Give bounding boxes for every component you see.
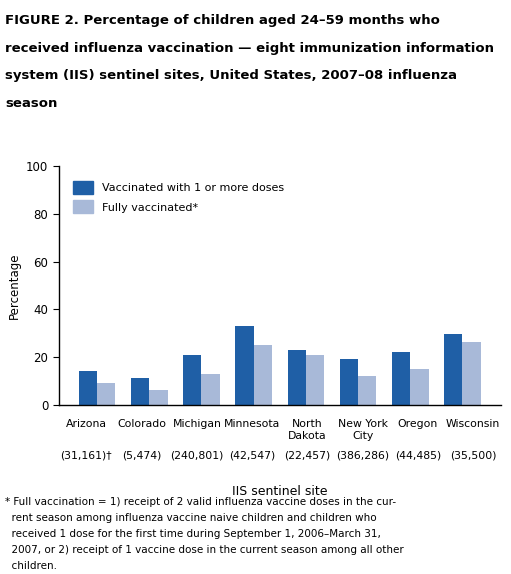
Legend: Vaccinated with 1 or more doses, Fully vaccinated*: Vaccinated with 1 or more doses, Fully v… <box>64 172 293 222</box>
Text: Oregon: Oregon <box>398 419 438 429</box>
Text: Colorado: Colorado <box>117 419 166 429</box>
Text: Wisconsin: Wisconsin <box>446 419 500 429</box>
Bar <box>236 326 253 405</box>
Text: (386,286): (386,286) <box>336 451 389 460</box>
Bar <box>358 376 376 405</box>
Text: Minnesota: Minnesota <box>224 419 280 429</box>
Bar <box>392 352 410 405</box>
Bar <box>306 355 324 405</box>
Bar <box>201 374 220 405</box>
Text: (44,485): (44,485) <box>395 451 441 460</box>
Text: North
Dakota: North Dakota <box>288 419 327 441</box>
Text: rent season among influenza vaccine naive children and children who: rent season among influenza vaccine naiv… <box>5 513 377 522</box>
Bar <box>410 369 429 405</box>
Text: IIS sentinel site: IIS sentinel site <box>232 485 328 498</box>
Bar <box>149 390 168 405</box>
Bar <box>183 355 201 405</box>
Text: Arizona: Arizona <box>66 419 107 429</box>
Text: season: season <box>5 97 57 110</box>
Y-axis label: Percentage: Percentage <box>8 253 20 319</box>
Text: (240,801): (240,801) <box>170 451 224 460</box>
Text: (22,457): (22,457) <box>284 451 331 460</box>
Bar <box>288 350 306 405</box>
Bar <box>79 371 97 405</box>
Bar <box>340 359 358 405</box>
Text: received 1 dose for the first time during September 1, 2006–March 31,: received 1 dose for the first time durin… <box>5 529 381 538</box>
Text: 2007, or 2) receipt of 1 vaccine dose in the current season among all other: 2007, or 2) receipt of 1 vaccine dose in… <box>5 545 404 554</box>
Text: received influenza vaccination — eight immunization information: received influenza vaccination — eight i… <box>5 42 494 55</box>
Text: system (IIS) sentinel sites, United States, 2007–08 influenza: system (IIS) sentinel sites, United Stat… <box>5 69 457 83</box>
Text: FIGURE 2. Percentage of children aged 24–59 months who: FIGURE 2. Percentage of children aged 24… <box>5 14 440 28</box>
Text: children.: children. <box>5 561 57 571</box>
Text: New York
City: New York City <box>338 419 388 441</box>
Bar <box>131 378 149 405</box>
Bar <box>462 342 481 405</box>
Bar <box>253 345 272 405</box>
Text: (5,474): (5,474) <box>122 451 161 460</box>
Text: (31,161)†: (31,161)† <box>61 451 112 460</box>
Text: (35,500): (35,500) <box>450 451 496 460</box>
Text: * Full vaccination = 1) receipt of 2 valid influenza vaccine doses in the cur-: * Full vaccination = 1) receipt of 2 val… <box>5 497 396 506</box>
Text: (42,547): (42,547) <box>229 451 275 460</box>
Bar <box>97 383 115 405</box>
Text: Michigan: Michigan <box>172 419 221 429</box>
Bar <box>444 335 462 405</box>
